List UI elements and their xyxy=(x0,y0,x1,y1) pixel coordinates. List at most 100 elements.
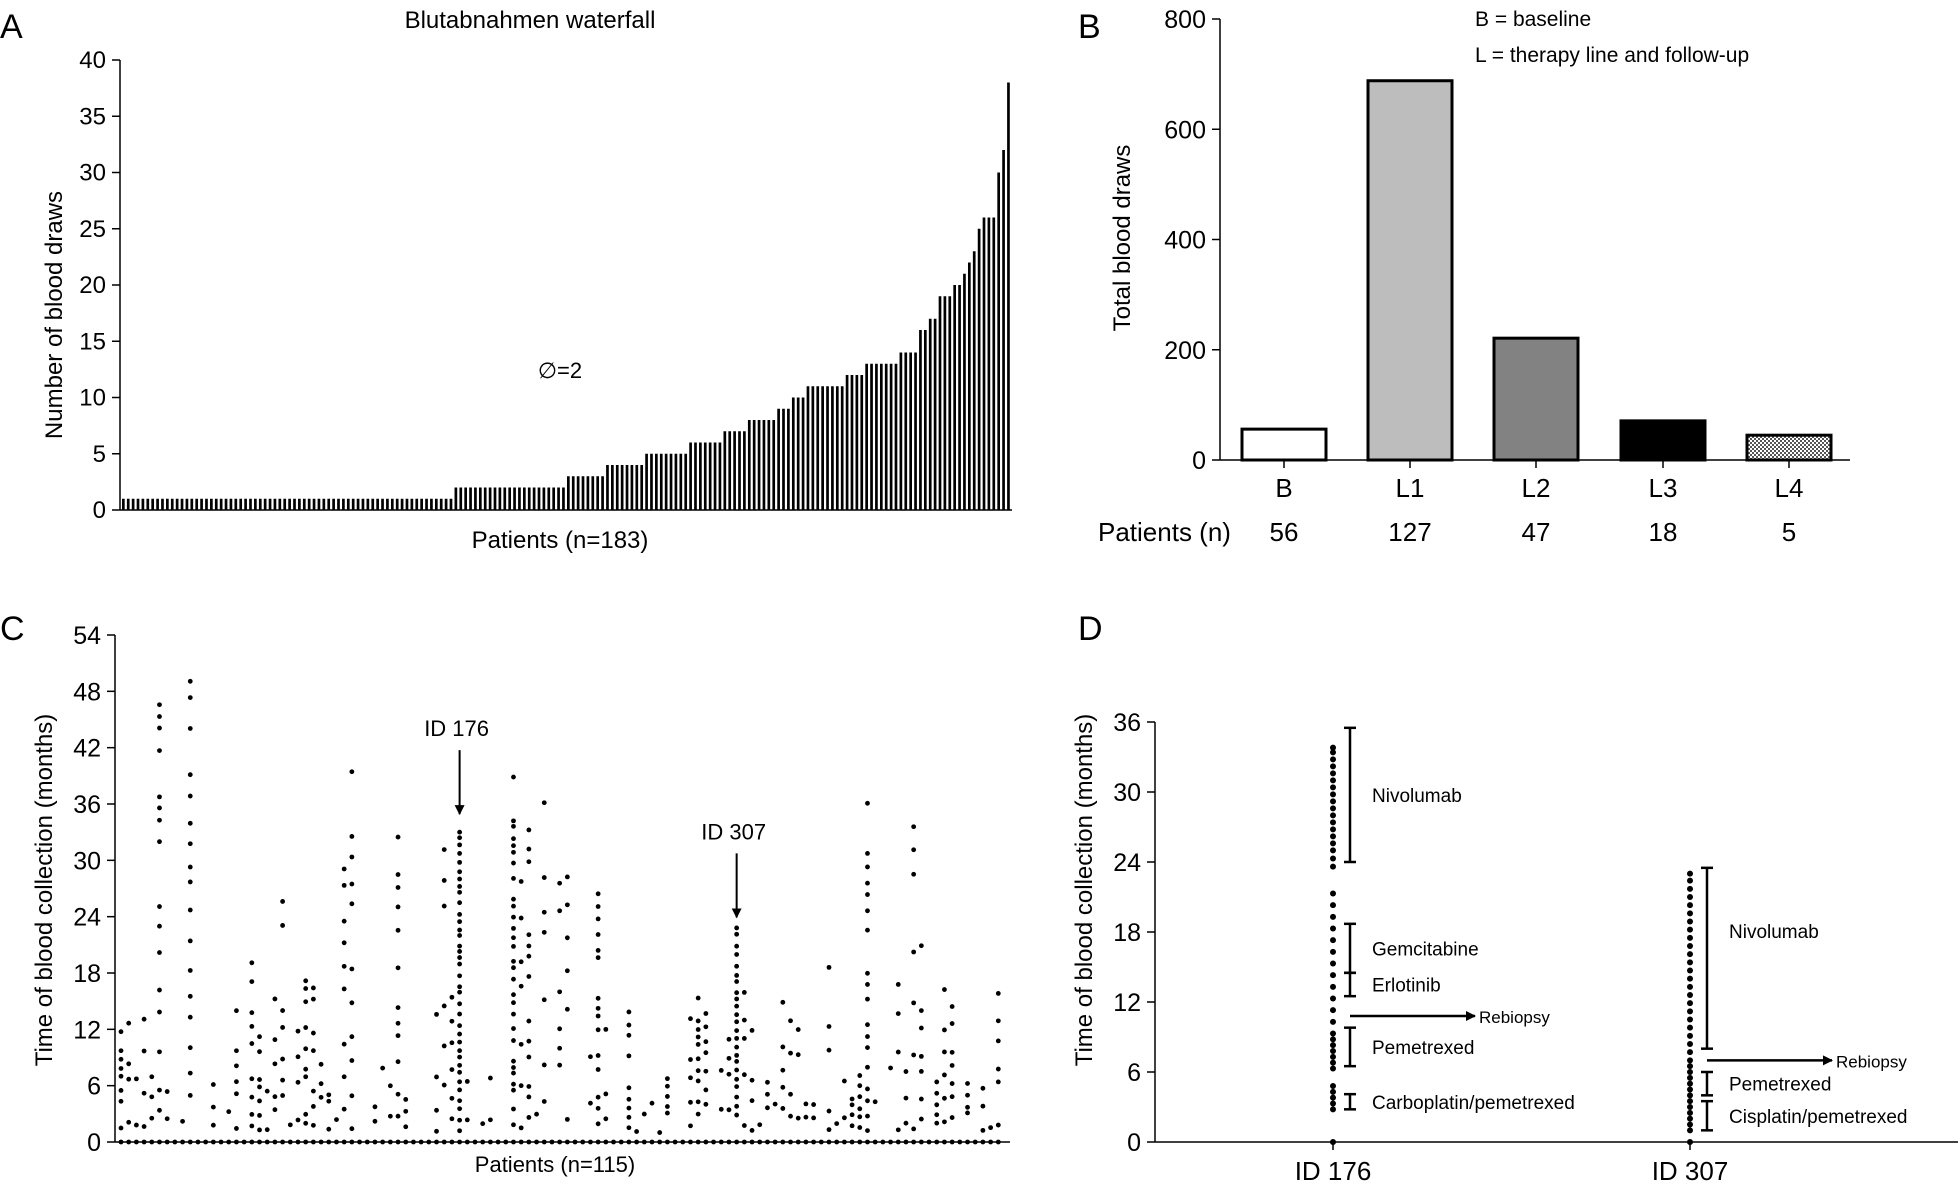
panel-c-dot xyxy=(457,851,463,856)
panel-c-dot xyxy=(534,1111,539,1117)
panel-c-dot xyxy=(564,1116,570,1122)
panel-a-bar xyxy=(782,408,785,510)
panel-c-dot xyxy=(726,1107,732,1113)
panel-c-dot xyxy=(157,702,162,708)
panel-c-dot xyxy=(734,1019,740,1025)
panel-c-dot xyxy=(457,884,463,889)
panel-a-bar xyxy=(977,228,981,510)
panel-a-bar xyxy=(400,498,404,510)
panel-c-dot xyxy=(942,987,947,992)
panel-d-letter: D xyxy=(1078,610,1103,648)
panel-c-dot xyxy=(187,726,193,731)
panel-c-dot xyxy=(595,932,601,937)
panel-c-dot xyxy=(249,1076,255,1082)
panel-b-patient-counts: 56 127 47 18 5 xyxy=(1270,517,1797,547)
panel-c-dot xyxy=(180,1139,185,1145)
panel-c-dots xyxy=(118,678,1001,1145)
panel-a-bar xyxy=(826,386,829,510)
panel-c-dot xyxy=(187,793,193,799)
panel-c-dot xyxy=(287,1139,293,1145)
panel-c-dot xyxy=(934,1079,940,1085)
panel-c-dot xyxy=(434,1107,439,1113)
panel-a-bar xyxy=(234,498,238,510)
panel-c-dot xyxy=(318,1061,324,1067)
panel-a-bar xyxy=(953,285,957,510)
panel-c-dot xyxy=(588,1054,593,1060)
panel-c-dot xyxy=(164,1139,170,1145)
panel-c-dot xyxy=(280,1056,286,1062)
panel-c-dot xyxy=(157,1009,162,1015)
panel-c-dot xyxy=(511,944,516,949)
panel-a-bar xyxy=(459,487,463,510)
panel-c-dot xyxy=(187,678,193,684)
panel-a-bar xyxy=(488,487,492,510)
panel-c-dot xyxy=(803,1139,809,1145)
panel-a-bar xyxy=(185,498,189,510)
panel-c-dot xyxy=(272,996,278,1002)
panel-d-dot xyxy=(1687,959,1693,966)
panel-a-bar xyxy=(904,352,908,510)
panel-c-dot xyxy=(257,1113,262,1118)
panel-a-bar xyxy=(777,408,780,510)
panel-c-dot xyxy=(126,1119,132,1125)
panel-c-dot xyxy=(280,899,286,904)
panel-c-dot xyxy=(157,1107,162,1113)
panel-c-dot xyxy=(387,1113,393,1119)
panel-d-dot xyxy=(1330,902,1336,909)
panel-c-dot xyxy=(511,1065,516,1070)
panel-c-dot xyxy=(157,714,162,719)
panel-c-dot xyxy=(457,989,463,995)
panel-d-y-tick-label: 12 xyxy=(1113,989,1141,1017)
panel-c-dot xyxy=(518,879,524,884)
panel-c-dot xyxy=(965,1139,970,1145)
panel-c-dot xyxy=(441,1139,447,1145)
panel-c-dot xyxy=(949,1115,955,1120)
panel-a-bar xyxy=(689,442,692,510)
panel-c-dot xyxy=(172,1139,178,1145)
panel-c-dot xyxy=(603,1091,609,1097)
panel-a-bar xyxy=(552,487,556,510)
panel-c-dot xyxy=(511,1026,516,1031)
panel-c-dot xyxy=(580,1139,586,1145)
panel-c-dot xyxy=(387,1083,393,1089)
panel-c-dot xyxy=(680,1139,686,1145)
panel-a: A Blutabnahmen waterfall Number of blood… xyxy=(0,7,1012,554)
panel-a-bar xyxy=(933,318,937,510)
panel-c-annotation-label: ID 176 xyxy=(424,716,489,741)
panel-d-dot xyxy=(1687,877,1693,884)
panel-c-dot xyxy=(526,846,532,852)
panel-c-dot xyxy=(942,1139,947,1145)
panel-c-dot xyxy=(603,1139,609,1145)
panel-a-xlabel: Patients (n=183) xyxy=(472,527,649,554)
panel-c-dot xyxy=(457,1069,463,1075)
panel-d-dot xyxy=(1330,855,1336,862)
panel-c-dot xyxy=(734,1094,740,1100)
panel-a-bar xyxy=(527,487,531,510)
panel-c-dot xyxy=(995,1139,1001,1145)
panel-c-dot xyxy=(126,1139,132,1145)
panel-d-dot xyxy=(1330,1094,1336,1101)
panel-c-dot xyxy=(865,1139,870,1145)
panel-c-dot xyxy=(965,1081,970,1086)
panel-c-dot xyxy=(703,1101,709,1107)
panel-d-dot xyxy=(1330,948,1336,955)
panel-d-therapy-label: Pemetrexed xyxy=(1372,1038,1474,1059)
panel-c-dot xyxy=(126,1020,132,1026)
panel-c-dot xyxy=(349,881,355,887)
panel-c-dot xyxy=(765,1105,770,1111)
panel-c-dot xyxy=(518,1041,524,1047)
panel-d-therapy-label: Carboplatin/pemetrexed xyxy=(1372,1093,1575,1114)
panel-a-bar xyxy=(474,487,477,510)
panel-c-dot xyxy=(511,818,516,824)
panel-a-bar xyxy=(987,217,991,510)
panel-c-dot xyxy=(734,1012,740,1018)
panel-d-dot xyxy=(1687,1074,1693,1081)
panel-c-dot xyxy=(457,1117,463,1123)
panel-c-dot xyxy=(234,1048,239,1054)
panel-a-bar xyxy=(293,498,296,510)
panel-c-dot xyxy=(688,1016,693,1022)
panel-a-bar xyxy=(884,363,888,510)
panel-a-bar xyxy=(562,487,565,510)
panel-b-patient-count: 18 xyxy=(1649,517,1678,547)
